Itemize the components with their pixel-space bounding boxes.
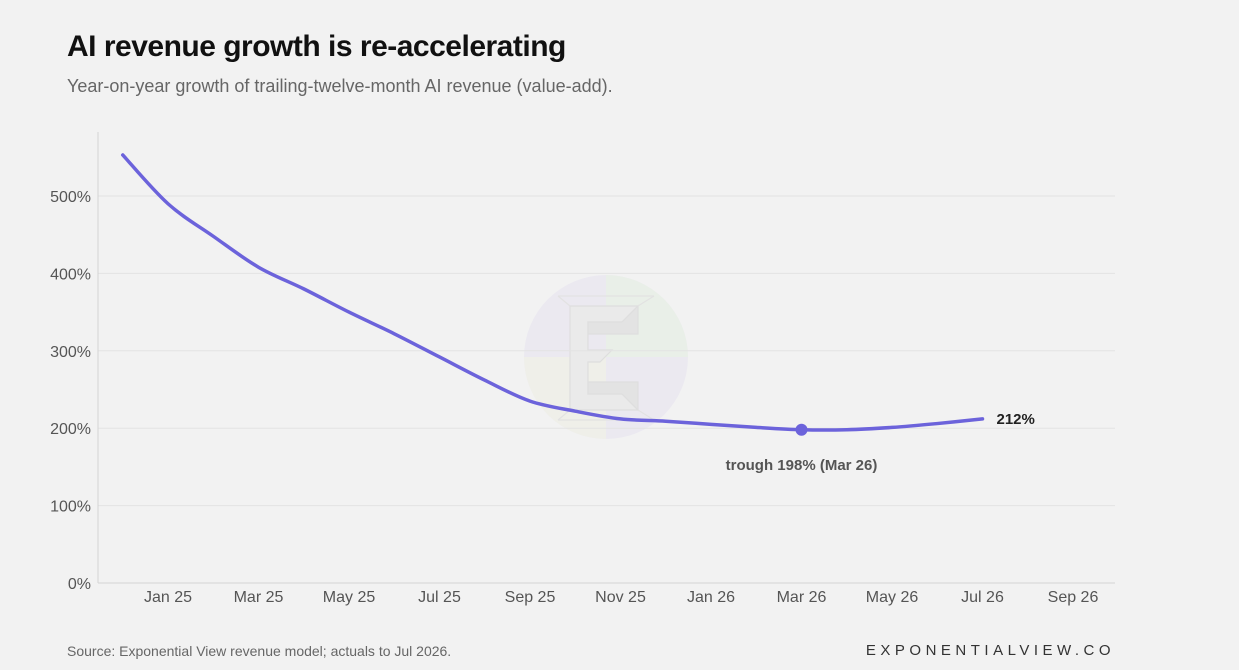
y-tick-label: 500%: [50, 189, 91, 206]
y-tick-label: 200%: [50, 421, 91, 438]
x-tick-label: Nov 25: [595, 589, 646, 606]
x-tick-label: Mar 25: [234, 589, 284, 606]
x-tick-label: May 25: [323, 589, 376, 606]
chart-subtitle: Year-on-year growth of trailing-twelve-m…: [67, 76, 613, 96]
x-tick-label: May 26: [866, 589, 919, 606]
y-tick-label: 100%: [50, 499, 91, 516]
x-tick-label: Jul 25: [418, 589, 461, 606]
watermark-logo-icon: [524, 275, 688, 439]
x-tick-label: Jul 26: [961, 589, 1004, 606]
chart-title: AI revenue growth is re-accelerating: [67, 30, 566, 63]
y-tick-label: 300%: [50, 344, 91, 361]
x-tick-label: Jan 26: [687, 589, 735, 606]
series-line: [121, 153, 985, 432]
brand-wordmark: EXPONENTIALVIEW.CO: [865, 642, 1115, 659]
trough-label: trough 198% (Mar 26): [726, 457, 878, 474]
y-tick-label: 0%: [68, 576, 91, 593]
x-tick-label: Jan 25: [144, 589, 192, 606]
y-tick-label: 400%: [50, 266, 91, 283]
source-note: Source: Exponential View revenue model; …: [67, 643, 452, 659]
x-tick-label: Mar 26: [777, 589, 827, 606]
trough-marker: [795, 423, 808, 436]
end-value-label: 212%: [997, 411, 1035, 428]
x-tick-label: Sep 25: [505, 589, 556, 606]
x-tick-label: Sep 26: [1048, 589, 1099, 606]
